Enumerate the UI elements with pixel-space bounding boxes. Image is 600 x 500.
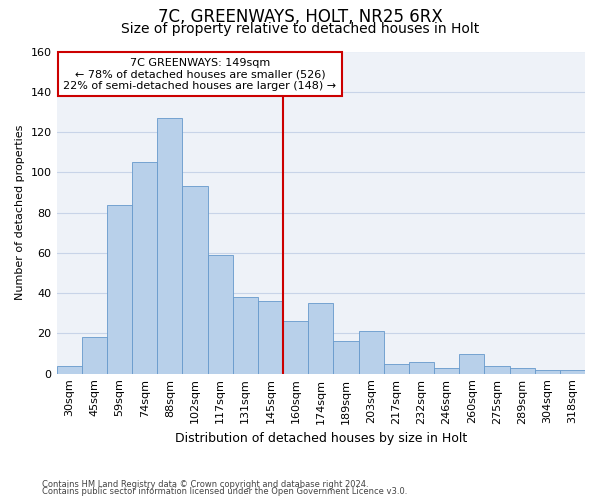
Bar: [182, 186, 208, 374]
Bar: [509, 368, 535, 374]
Text: 7C GREENWAYS: 149sqm
← 78% of detached houses are smaller (526)
22% of semi-deta: 7C GREENWAYS: 149sqm ← 78% of detached h…: [64, 58, 337, 90]
Bar: [157, 118, 182, 374]
Bar: [56, 366, 82, 374]
Bar: [258, 301, 283, 374]
Bar: [383, 364, 409, 374]
Bar: [308, 303, 334, 374]
Text: Size of property relative to detached houses in Holt: Size of property relative to detached ho…: [121, 22, 479, 36]
Bar: [334, 342, 359, 374]
Bar: [132, 162, 157, 374]
Bar: [82, 338, 107, 374]
Bar: [233, 297, 258, 374]
Bar: [359, 332, 383, 374]
Bar: [535, 370, 560, 374]
Bar: [107, 204, 132, 374]
Text: 7C, GREENWAYS, HOLT, NR25 6RX: 7C, GREENWAYS, HOLT, NR25 6RX: [158, 8, 442, 26]
Y-axis label: Number of detached properties: Number of detached properties: [15, 125, 25, 300]
Bar: [459, 354, 484, 374]
Text: Contains HM Land Registry data © Crown copyright and database right 2024.: Contains HM Land Registry data © Crown c…: [42, 480, 368, 489]
Bar: [409, 362, 434, 374]
X-axis label: Distribution of detached houses by size in Holt: Distribution of detached houses by size …: [175, 432, 467, 445]
Bar: [560, 370, 585, 374]
Bar: [208, 255, 233, 374]
Bar: [484, 366, 509, 374]
Bar: [283, 322, 308, 374]
Text: Contains public sector information licensed under the Open Government Licence v3: Contains public sector information licen…: [42, 487, 407, 496]
Bar: [434, 368, 459, 374]
